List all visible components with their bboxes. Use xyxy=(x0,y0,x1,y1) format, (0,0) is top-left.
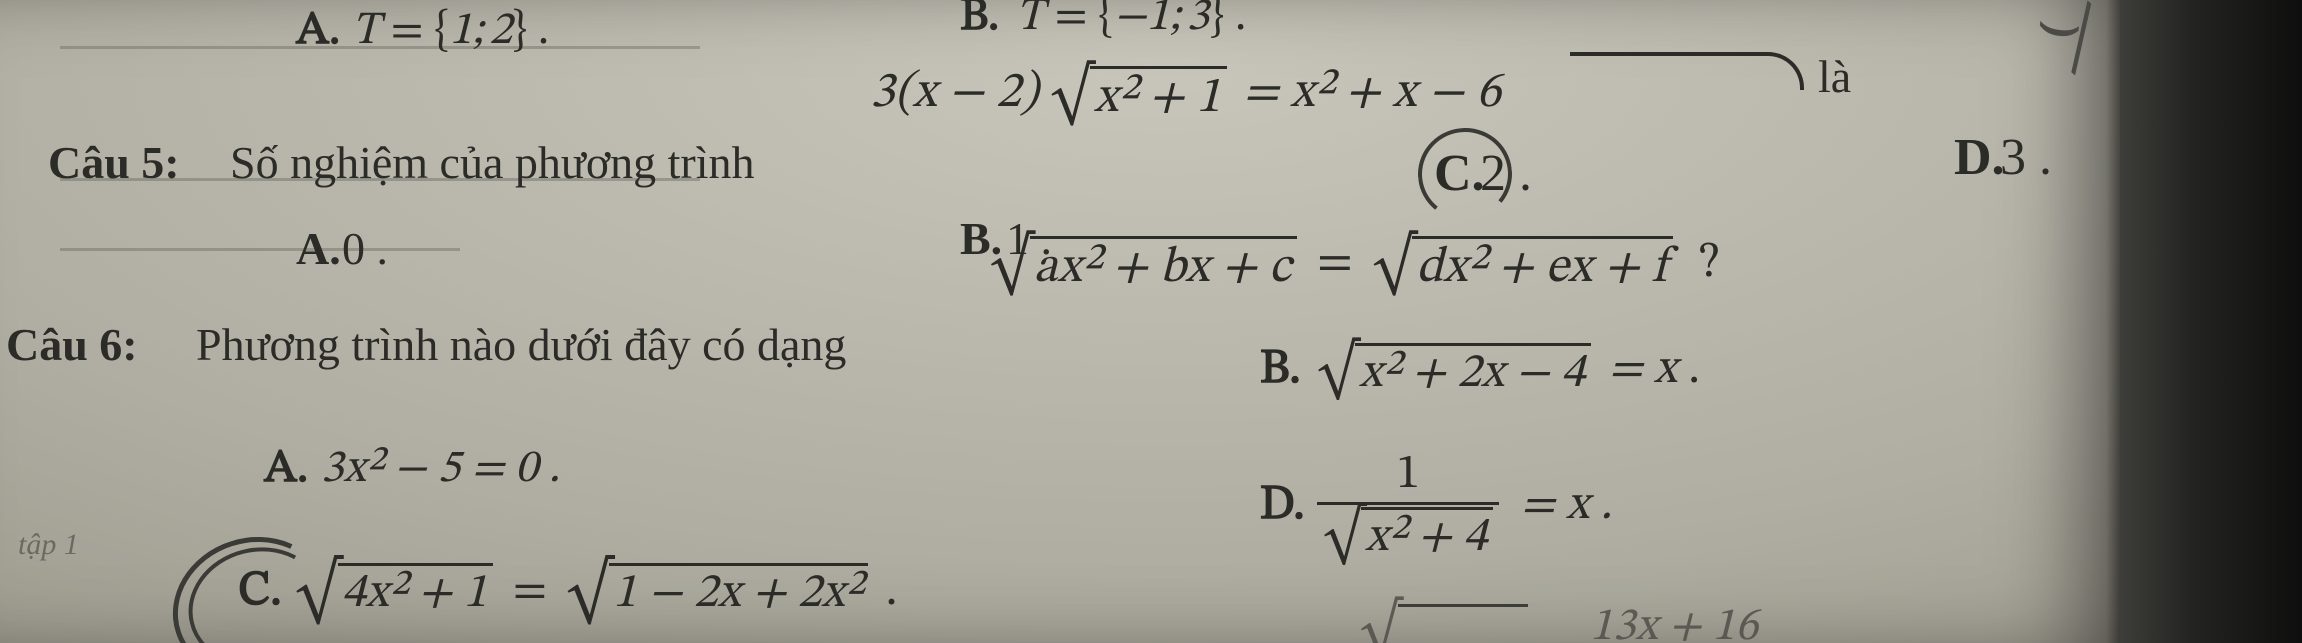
margin-label: tập 1 xyxy=(18,528,79,562)
q5-tail: là xyxy=(1818,50,1851,103)
prev-option-B: B. T = {−1; 3} . xyxy=(960,0,1246,46)
q6-eq-rhs: dx² + ex + f xyxy=(1412,236,1673,293)
q5-option-A: A.0 . xyxy=(296,222,388,275)
q6-label: Câu 6: xyxy=(6,318,138,371)
sqrt-icon: √ 1 − 2x + 2x² xyxy=(566,563,868,622)
q6-equation: √ ax² + bx + c = √ dx² + ex + f ? xyxy=(990,232,1719,295)
q6-option-A-text: 3x² − 5 = 0 . xyxy=(321,446,560,492)
q5-equation: 3(x − 2) √ x² + 1 = x² + x − 6 xyxy=(870,62,1501,125)
q6-eq-lhs: ax² + bx + c xyxy=(1030,236,1297,293)
fraction: 1 √ x² + 4 xyxy=(1317,450,1499,562)
q5-eq-rhs: = x² + x − 6 xyxy=(1243,68,1501,118)
cropped-sqrt-bar: √ xyxy=(1360,600,1528,643)
q6-stem: Phương trình nào dưới đây có dạng xyxy=(196,318,846,371)
sqrt-icon: √ ax² + bx + c xyxy=(990,236,1297,293)
sqrt-icon: √ x² + 1 xyxy=(1050,66,1227,123)
q6-C-rhs: 1 − 2x + 2x² xyxy=(609,563,868,622)
q6-C-lhs: 4x² + 1 xyxy=(338,563,494,622)
page-edge-shadow xyxy=(2120,0,2302,643)
sqrt-icon: √ x² + 4 xyxy=(1323,507,1493,562)
q6-D-num: 1 xyxy=(1390,450,1426,502)
q5-eq-prefix: 3(x − 2) xyxy=(870,68,1039,118)
q5-eq-radicand: x² + 1 xyxy=(1090,66,1227,123)
q5-label: Câu 5: xyxy=(48,136,180,189)
overbar-la xyxy=(1570,52,1804,90)
sqrt-icon: √ dx² + ex + f xyxy=(1373,236,1673,293)
q6-D-tail: = x . xyxy=(1520,482,1612,530)
q6-D-den: x² + 4 xyxy=(1361,507,1493,562)
q5-option-D-text: 3 . xyxy=(2000,129,2052,186)
sqrt-icon: √ x² + 2x − 4 xyxy=(1317,343,1591,398)
cropped-expression: 13x + 16 xyxy=(1590,598,1758,643)
texture-line xyxy=(60,248,460,251)
q6-B-radicand: x² + 2x − 4 xyxy=(1355,343,1591,398)
q6-option-D: D. 1 √ x² + 4 = x . xyxy=(1260,450,1612,562)
q6-option-C: C. √ 4x² + 1 = √ 1 − 2x + 2x² . xyxy=(238,562,897,622)
prev-option-A: A. T = {1; 2} . xyxy=(296,2,549,60)
q6-tail: ? xyxy=(1699,238,1720,288)
q5-option-A-text: 0 . xyxy=(342,223,388,274)
q6-option-A: A. 3x² − 5 = 0 . xyxy=(264,440,560,498)
q5-option-D: D.3 . xyxy=(1954,128,2052,187)
q5-stem: Số nghiệm của phương trình xyxy=(230,136,755,189)
q6-option-B: B. √ x² + 2x − 4 = x . xyxy=(1260,340,1700,400)
